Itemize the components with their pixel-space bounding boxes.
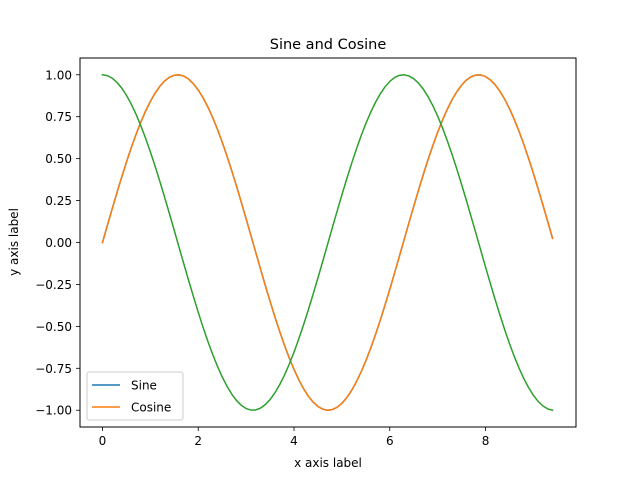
y-tick-label: −0.75: [35, 362, 72, 376]
x-tick-label: 0: [99, 434, 107, 448]
y-tick-label: −0.25: [35, 278, 72, 292]
x-tick-label: 6: [386, 434, 394, 448]
series-line-series-2: [101, 73, 554, 412]
x-tick-label: 2: [194, 434, 202, 448]
legend-entries: Sine Cosine: [92, 379, 171, 415]
x-tick-label: 4: [290, 434, 298, 448]
legend-box: [86, 371, 184, 421]
y-tick-label: 0.00: [45, 236, 72, 250]
y-tick-label: 0.25: [45, 194, 72, 208]
y-axis-ticks: −1.00 −0.75 −0.50 −0.25 0.00 0.25 0.50 0.75 1.00: [35, 68, 80, 418]
chart-title: Sine and Cosine: [270, 37, 387, 53]
legend-label-cosine: Cosine: [131, 401, 171, 415]
series-layer: [101, 73, 554, 412]
y-tick-label: −1.00: [35, 404, 72, 418]
legend-label-sine: Sine: [131, 379, 157, 393]
x-axis-label: x axis label: [294, 456, 362, 470]
series-line-cosine: [101, 74, 554, 411]
y-tick-label: 1.00: [45, 68, 72, 82]
y-tick-label: 0.75: [45, 110, 72, 124]
x-axis-ticks: 0 2 4 6 8: [99, 427, 490, 448]
y-tick-label: −0.50: [35, 320, 72, 334]
legend: Sine Cosine: [86, 371, 184, 421]
y-tick-label: 0.50: [45, 152, 72, 166]
x-tick-label: 8: [482, 434, 490, 448]
y-axis-label: y axis label: [7, 208, 21, 276]
